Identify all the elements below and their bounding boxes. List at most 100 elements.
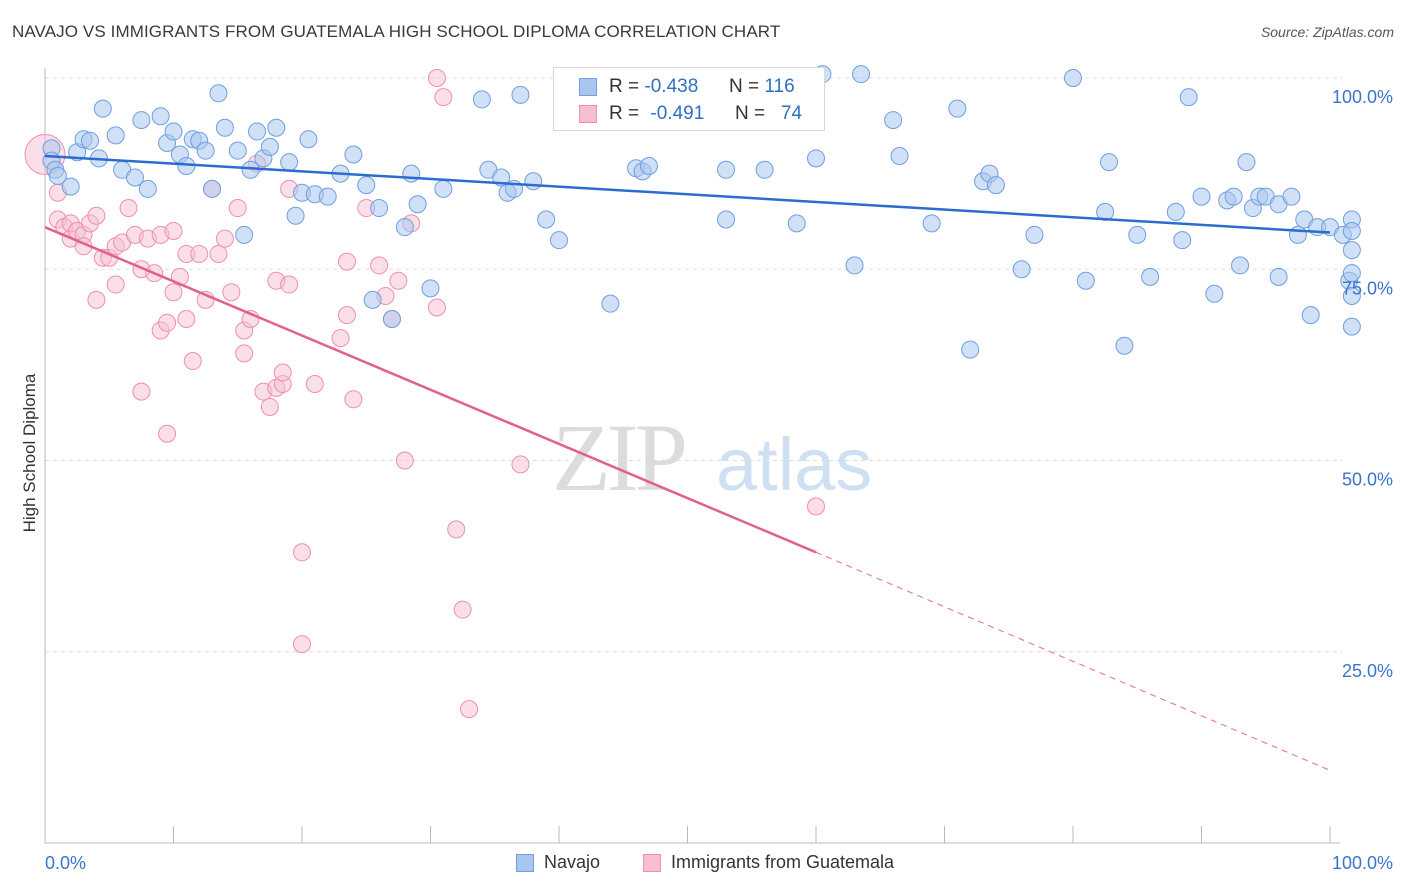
x-tick-label: 0.0%: [45, 853, 86, 873]
point-navajo: [511, 85, 530, 104]
legend-r-label: R =: [609, 103, 640, 124]
point-navajo: [248, 122, 267, 141]
point-navajo: [1192, 187, 1211, 206]
point-navajo: [807, 149, 825, 168]
point-navajo: [363, 290, 382, 309]
point-guatemala: [337, 252, 356, 271]
point-navajo: [1205, 284, 1224, 303]
point-navajo: [1237, 153, 1256, 172]
x-tick-label: 100.0%: [1332, 853, 1393, 873]
trend-lines: [44, 154, 1331, 771]
point-navajo: [421, 279, 440, 298]
point-navajo: [537, 210, 556, 229]
y-tick-label: 25.0%: [1342, 661, 1393, 681]
legend-n-value: 74: [780, 103, 803, 124]
point-navajo: [209, 84, 228, 103]
point-navajo: [203, 179, 222, 198]
source-label: Source: ZipAtlas.com: [1260, 24, 1394, 40]
point-navajo: [787, 214, 806, 233]
series-navajo: [42, 65, 1361, 359]
legend-row-guatemala: R = -0.491 N = 74: [554, 101, 802, 127]
point-guatemala: [370, 256, 389, 275]
axes: [44, 68, 1340, 844]
point-navajo: [1099, 153, 1118, 172]
point-guatemala: [164, 222, 183, 240]
point-navajo: [1141, 267, 1160, 286]
y-tick-label: 50.0%: [1342, 470, 1393, 490]
point-navajo: [125, 168, 144, 187]
point-guatemala: [337, 306, 356, 325]
point-navajo: [1064, 69, 1082, 87]
trend-line-navajo: [44, 154, 1331, 234]
point-navajo: [48, 166, 67, 185]
point-navajo: [1342, 222, 1361, 240]
point-navajo: [408, 195, 427, 214]
point-guatemala: [427, 69, 446, 87]
point-navajo: [1012, 260, 1031, 279]
legend-swatch-guatemala: [579, 105, 597, 123]
bottom-legend-swatch-guatemala: [643, 853, 661, 872]
point-guatemala: [87, 290, 106, 309]
point-guatemala: [293, 543, 311, 562]
point-guatemala: [222, 283, 241, 302]
point-navajo: [717, 160, 736, 179]
point-navajo: [235, 225, 254, 244]
point-guatemala: [280, 275, 299, 294]
point-navajo: [395, 218, 414, 237]
point-navajo: [1342, 264, 1361, 283]
point-navajo: [1115, 336, 1134, 355]
point-navajo: [1076, 271, 1095, 290]
point-guatemala: [453, 600, 472, 619]
point-navajo: [961, 340, 980, 359]
y-tick-label: 75.0%: [1342, 278, 1393, 298]
point-guatemala: [87, 206, 106, 225]
y-axis-label: High School Diploma: [20, 373, 39, 533]
point-navajo: [434, 179, 453, 198]
legend-r-value: -0.438: [644, 76, 699, 97]
point-guatemala: [434, 88, 453, 107]
stats-legend: R = -0.438 N = 116 R = -0.491 N = 74: [553, 67, 825, 131]
point-guatemala: [228, 199, 247, 218]
point-navajo: [524, 172, 543, 191]
point-navajo: [286, 206, 305, 225]
point-navajo: [1342, 241, 1361, 260]
legend-swatch-navajo: [579, 78, 597, 96]
point-navajo: [132, 111, 151, 130]
point-navajo: [884, 111, 903, 130]
point-navajo: [318, 187, 337, 206]
point-navajo: [80, 131, 99, 150]
point-navajo: [382, 309, 401, 328]
point-guatemala: [164, 283, 183, 302]
point-navajo: [922, 214, 941, 233]
point-navajo: [1342, 317, 1361, 336]
point-navajo: [402, 164, 421, 183]
point-guatemala: [183, 352, 202, 371]
point-guatemala: [235, 344, 254, 363]
point-navajo: [267, 118, 286, 137]
point-guatemala: [389, 271, 408, 290]
trend-line-guatemala: [44, 226, 817, 554]
point-guatemala: [119, 199, 138, 218]
series-guatemala: [24, 69, 825, 719]
point-guatemala: [158, 424, 177, 443]
bottom-legend-label-guatemala: Immigrants from Guatemala: [671, 852, 895, 872]
point-navajo: [1224, 187, 1243, 206]
point-navajo: [851, 65, 870, 84]
point-navajo: [228, 141, 247, 160]
point-guatemala: [158, 313, 177, 332]
point-navajo: [948, 99, 967, 118]
bottom-legend-label-navajo: Navajo: [544, 852, 601, 872]
legend-n-value: 116: [764, 76, 795, 97]
point-navajo: [1342, 287, 1361, 306]
point-navajo: [164, 122, 183, 141]
legend-r-value: -0.491: [650, 103, 705, 124]
legend-row-navajo: R = -0.438 N = 116: [554, 74, 795, 100]
point-navajo: [196, 141, 215, 160]
point-navajo: [1282, 187, 1301, 206]
trend-extension-guatemala: [815, 551, 1331, 771]
point-navajo: [299, 130, 318, 149]
point-navajo: [1288, 225, 1307, 244]
point-navajo: [1269, 267, 1288, 286]
point-navajo: [845, 256, 864, 275]
point-guatemala: [293, 635, 311, 654]
